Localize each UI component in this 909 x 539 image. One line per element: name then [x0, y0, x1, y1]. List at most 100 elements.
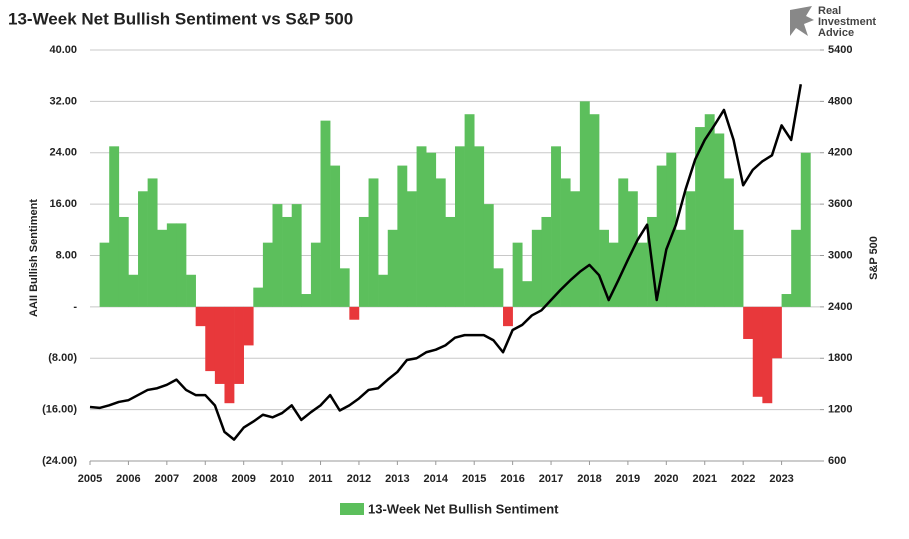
- logo-text: Advice: [818, 27, 854, 39]
- bar: [695, 127, 706, 307]
- bar: [282, 216, 293, 307]
- bar: [474, 146, 485, 307]
- bar: [455, 146, 465, 307]
- bar: [243, 306, 254, 346]
- y-tick-label: 40.00: [49, 44, 77, 56]
- y2-tick-label: 3000: [828, 249, 852, 261]
- y-tick-label: 24.00: [49, 147, 77, 159]
- x-tick-label: 2020: [654, 473, 678, 485]
- x-tick-label: 2005: [78, 473, 102, 485]
- y2-tick-label: 600: [828, 455, 846, 467]
- bar: [599, 229, 609, 307]
- bar: [579, 101, 590, 307]
- bar: [234, 306, 244, 384]
- x-tick-label: 2010: [270, 473, 294, 485]
- y-tick-label: 16.00: [49, 198, 77, 210]
- x-tick-label: 2008: [193, 473, 217, 485]
- bar: [685, 191, 696, 307]
- x-tick-label: 2018: [577, 473, 601, 485]
- bar: [656, 165, 667, 307]
- bar: [800, 152, 811, 307]
- x-tick-label: 2009: [231, 473, 255, 485]
- bar: [493, 268, 504, 307]
- line: [89, 84, 803, 441]
- x-tick-label: 2007: [155, 473, 179, 485]
- x-tick-label: 2013: [385, 473, 409, 485]
- bar: [589, 114, 600, 307]
- bar: [272, 204, 283, 307]
- bar: [675, 229, 686, 307]
- x-tick-label: 2022: [731, 473, 755, 485]
- bar: [426, 152, 437, 307]
- bar: [310, 242, 321, 307]
- legend-label: 13-Week Net Bullish Sentiment: [368, 501, 559, 516]
- x-tick-label: 2016: [500, 473, 524, 485]
- bar: [762, 306, 773, 404]
- bar: [339, 268, 350, 307]
- y-tick-label: -: [73, 301, 77, 313]
- y-tick-label: 32.00: [49, 95, 77, 107]
- bar: [733, 229, 744, 307]
- y2-tick-label: 4200: [828, 147, 852, 159]
- logo-text: Real: [818, 5, 841, 17]
- bar: [378, 274, 389, 307]
- x-tick-label: 2023: [769, 473, 793, 485]
- bar: [637, 242, 648, 307]
- y-tick-label: (8.00): [48, 352, 77, 364]
- bar: [118, 216, 129, 307]
- bar: [166, 223, 177, 307]
- bar: [608, 242, 619, 307]
- y-tick-label: 8.00: [56, 249, 77, 261]
- bar: [176, 223, 187, 307]
- x-tick-label: 2015: [462, 473, 486, 485]
- bar: [387, 229, 398, 307]
- y2-tick-label: 1800: [828, 352, 852, 364]
- bar: [128, 274, 139, 307]
- bar: [253, 287, 264, 307]
- logo-text: Investment: [818, 16, 876, 28]
- bar: [714, 133, 725, 307]
- bar: [416, 146, 427, 307]
- bar: [666, 152, 677, 307]
- bar: [157, 229, 168, 307]
- x-tick-label: 2014: [424, 473, 449, 485]
- bar: [723, 178, 734, 307]
- bar: [503, 306, 513, 327]
- logo: Real Investment Advice: [790, 5, 876, 39]
- y2-tick-label: 1200: [828, 404, 852, 416]
- bar: [522, 281, 533, 307]
- bar: [435, 178, 446, 307]
- bar: [791, 229, 802, 307]
- y2-tick-label: 3600: [828, 198, 852, 210]
- bar: [262, 242, 273, 307]
- bar: [397, 165, 408, 307]
- bar: [320, 120, 331, 307]
- bar: [358, 216, 369, 307]
- legend-swatch: [340, 503, 364, 515]
- bar: [541, 216, 552, 307]
- y2-tick-label: 5400: [828, 44, 852, 56]
- bar: [186, 274, 196, 307]
- logo-icon: [790, 6, 814, 36]
- chart-title: 13-Week Net Bullish Sentiment vs S&P 500: [8, 9, 353, 28]
- bar: [291, 204, 302, 307]
- x-tick-label: 2012: [347, 473, 371, 485]
- bar: [138, 191, 148, 307]
- bar: [570, 191, 581, 307]
- y2-tick-label: 2400: [828, 301, 852, 313]
- x-tick-label: 2011: [309, 473, 333, 485]
- x-tick-label: 2006: [116, 473, 140, 485]
- bar: [560, 178, 571, 307]
- bar: [704, 114, 715, 307]
- bar: [214, 306, 225, 384]
- bar: [483, 204, 494, 307]
- bar: [445, 216, 456, 307]
- bar: [464, 114, 475, 307]
- bar: [205, 306, 216, 372]
- x-tick-label: 2019: [616, 473, 640, 485]
- bar: [99, 242, 110, 307]
- bar: [512, 242, 523, 307]
- bar: [109, 146, 120, 307]
- bar: [349, 306, 360, 320]
